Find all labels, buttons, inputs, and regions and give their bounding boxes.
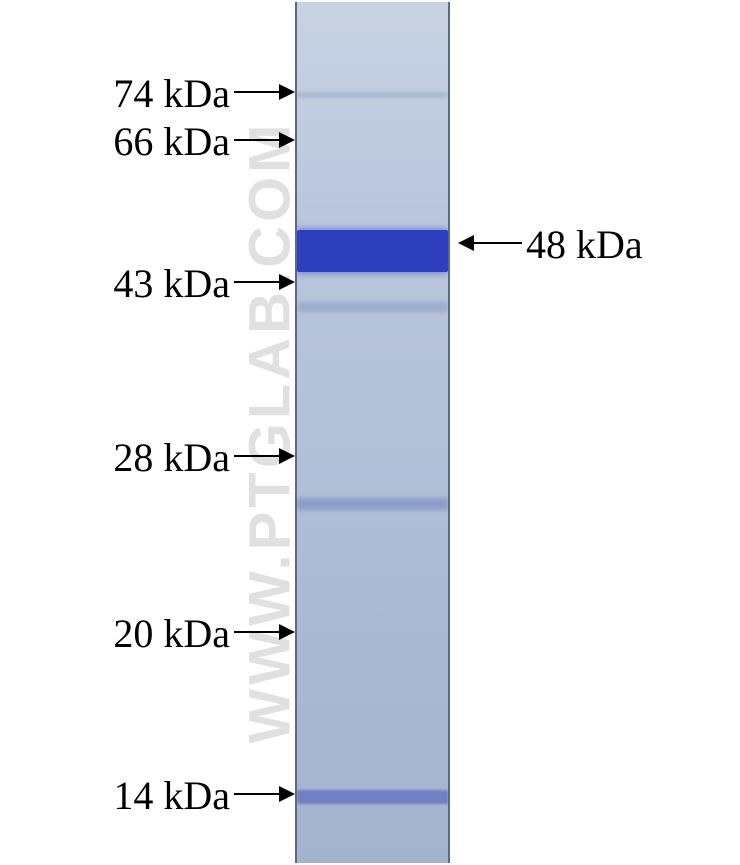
watermark-text: WWW.PTGLAB.COM bbox=[237, 120, 304, 743]
band-main-48k bbox=[297, 230, 448, 272]
lane-gradient bbox=[297, 2, 448, 863]
band-mid-faint bbox=[297, 498, 448, 510]
ladder-label-74: 74 kDa bbox=[113, 70, 230, 117]
ladder-arrow-74 bbox=[234, 91, 279, 93]
ladder-arrow-14 bbox=[234, 793, 279, 795]
band-14k bbox=[297, 790, 448, 804]
ladder-label-66: 66 kDa bbox=[113, 118, 230, 165]
ladder-label-43: 43 kDa bbox=[113, 260, 230, 307]
band-below-43k bbox=[297, 302, 448, 312]
band-74k-faint bbox=[297, 92, 448, 98]
gel-canvas: 74 kDa 66 kDa 43 kDa 28 kDa 20 kDa 14 kD… bbox=[0, 0, 740, 865]
sample-label-48: 48 kDa bbox=[526, 221, 643, 268]
ladder-arrow-66 bbox=[234, 139, 279, 141]
ladder-label-20: 20 kDa bbox=[113, 610, 230, 657]
ladder-arrow-28 bbox=[234, 455, 279, 457]
ladder-label-28: 28 kDa bbox=[113, 434, 230, 481]
ladder-arrow-43 bbox=[234, 281, 279, 283]
gel-lane bbox=[295, 2, 450, 863]
ladder-arrow-20 bbox=[234, 631, 279, 633]
ladder-label-14: 14 kDa bbox=[113, 772, 230, 819]
sample-arrow-48 bbox=[474, 242, 522, 244]
